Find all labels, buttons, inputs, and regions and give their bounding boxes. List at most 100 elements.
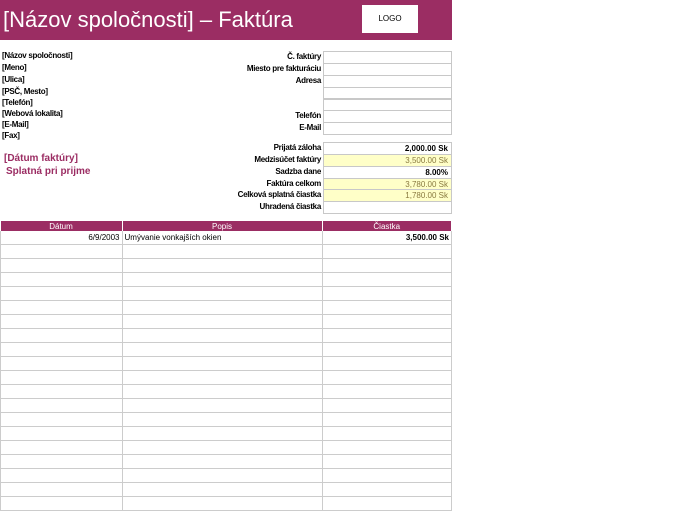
cell-description[interactable] [121, 272, 323, 287]
cell-date[interactable] [0, 272, 123, 287]
total-label: Medzisúčet faktúry [254, 155, 321, 164]
company-info-line: [Meno] [2, 63, 27, 72]
cell-amount[interactable] [321, 398, 452, 413]
cell-date[interactable] [0, 258, 123, 273]
table-row [0, 286, 452, 301]
table-row [0, 426, 452, 441]
page-title: [Názov spoločnosti] – Faktúra [3, 7, 293, 32]
cell-date[interactable] [0, 286, 123, 301]
cell-description[interactable] [121, 328, 323, 343]
invoice-date: [Dátum faktúry] [4, 153, 78, 164]
cell-description[interactable]: Umývanie vonkajších okien [121, 231, 323, 245]
cell-description[interactable] [121, 440, 323, 455]
billing-label: E-Mail [299, 123, 321, 132]
line-items-table: Dátum Popis Čiastka 6/9/2003 Umývanie vo… [0, 221, 452, 511]
cell-amount[interactable] [321, 342, 452, 357]
cell-date[interactable] [0, 244, 123, 259]
cell-date[interactable] [0, 482, 123, 497]
cell-date[interactable] [0, 468, 123, 483]
cell-description[interactable] [121, 286, 323, 301]
cell-date[interactable] [0, 496, 123, 511]
cell-amount[interactable] [321, 300, 452, 315]
cell-amount[interactable] [321, 356, 452, 371]
cell-amount[interactable] [321, 314, 452, 329]
cell-description[interactable] [121, 468, 323, 483]
cell-date[interactable] [0, 370, 123, 385]
table-row [0, 300, 452, 315]
table-row [0, 454, 452, 469]
cell-description[interactable] [121, 314, 323, 329]
cell-description[interactable] [121, 398, 323, 413]
due-terms: Splatná pri prijme [6, 166, 91, 177]
cell-amount[interactable] [321, 440, 452, 455]
table-row [0, 384, 452, 399]
cell-description[interactable] [121, 412, 323, 427]
table-row [0, 342, 452, 357]
cell-date[interactable] [0, 328, 123, 343]
cell-date[interactable] [0, 300, 123, 315]
billing-label: Miesto pre fakturáciu [246, 64, 321, 73]
cell-date[interactable] [0, 426, 123, 441]
header-band: [Názov spoločnosti] – Faktúra LOGO [0, 0, 452, 40]
cell-description[interactable] [121, 300, 323, 315]
table-row [0, 398, 452, 413]
cell-amount[interactable] [321, 286, 452, 301]
company-info-line: [E-Mail] [2, 120, 29, 129]
table-row [0, 482, 452, 497]
cell-description[interactable] [121, 482, 323, 497]
table-row [0, 244, 452, 259]
cell-amount[interactable] [321, 496, 452, 511]
billing-field[interactable] [323, 122, 452, 135]
cell-description[interactable] [121, 244, 323, 259]
cell-date[interactable] [0, 454, 123, 469]
cell-date[interactable] [0, 356, 123, 371]
cell-amount[interactable] [321, 412, 452, 427]
total-label: Celková splatná čiastka [237, 190, 322, 199]
cell-description[interactable] [121, 454, 323, 469]
table-row [0, 370, 452, 385]
company-info-line: [Fax] [2, 131, 20, 140]
billing-label: Adresa [295, 76, 322, 85]
cell-amount[interactable] [321, 272, 452, 287]
table-row [0, 328, 452, 343]
cell-amount[interactable] [321, 244, 452, 259]
cell-description[interactable] [121, 426, 323, 441]
table-row [0, 258, 452, 273]
cell-date[interactable] [0, 342, 123, 357]
company-info-line: [Webová lokalita] [2, 109, 63, 118]
billing-label: Telefón [295, 111, 321, 120]
cell-amount[interactable] [321, 468, 452, 483]
table-row [0, 496, 452, 511]
cell-amount[interactable] [321, 426, 452, 441]
table-row [0, 440, 452, 455]
cell-amount[interactable] [321, 454, 452, 469]
total-value[interactable] [323, 201, 452, 214]
cell-description[interactable] [121, 258, 323, 273]
col-date: Dátum [0, 221, 123, 231]
cell-description[interactable] [121, 384, 323, 399]
logo: LOGO [362, 5, 418, 33]
cell-description[interactable] [121, 356, 323, 371]
company-info-line: [PSČ, Mesto] [2, 87, 48, 96]
total-label: Uhradená čiastka [259, 202, 322, 211]
cell-date[interactable] [0, 314, 123, 329]
cell-amount[interactable] [321, 258, 452, 273]
cell-amount[interactable] [321, 482, 452, 497]
table-row [0, 468, 452, 483]
cell-amount[interactable] [321, 384, 452, 399]
cell-description[interactable] [121, 342, 323, 357]
cell-date[interactable] [0, 398, 123, 413]
cell-date[interactable] [0, 412, 123, 427]
cell-description[interactable] [121, 370, 323, 385]
cell-description[interactable] [121, 496, 323, 511]
table-row [0, 272, 452, 287]
cell-amount[interactable] [321, 328, 452, 343]
cell-date[interactable]: 6/9/2003 [0, 231, 123, 245]
billing-field[interactable] [323, 87, 452, 100]
cell-amount[interactable] [321, 370, 452, 385]
cell-amount[interactable]: 3,500.00 Sk [321, 231, 452, 245]
company-info-line: [Telefón] [2, 98, 33, 107]
table-row: 6/9/2003 Umývanie vonkajších okien 3,500… [0, 231, 452, 245]
cell-date[interactable] [0, 384, 123, 399]
cell-date[interactable] [0, 440, 123, 455]
